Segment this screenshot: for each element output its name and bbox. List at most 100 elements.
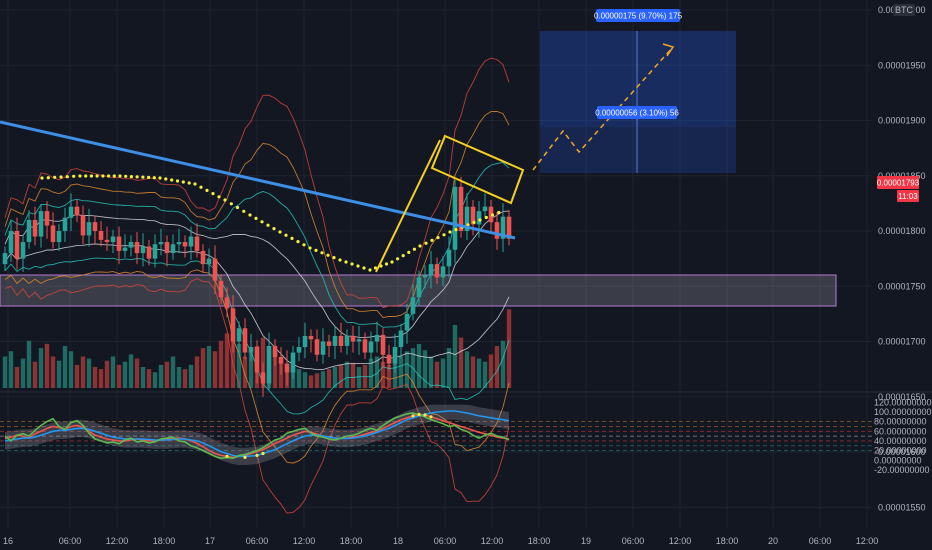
candle-body [116,236,122,251]
volume-bar [170,356,176,388]
candle-body [164,242,170,254]
price-tick-label: 0.00001550 [878,502,926,512]
sar-dot [314,248,318,252]
sar-dot [290,236,294,240]
sar-dot [478,218,482,222]
bull-flag-channel[interactable] [430,134,525,205]
band-3-upper [4,111,510,318]
measure-label-top-text: 0.00000175 (9.70%) 175 [594,12,683,21]
osc-signal-dot [261,451,265,456]
osc-signal-dot [423,413,427,417]
volume-bar [20,358,26,388]
time-tick-label: 18:00 [340,536,363,546]
candle-body [80,215,86,236]
currency-badge-text: BTC [895,5,914,15]
sar-dot [373,266,378,270]
sar-dot [490,213,495,217]
downtrend-line[interactable] [0,120,516,240]
volume-bar [428,356,434,388]
candle-body [392,347,398,364]
candle-body [338,335,344,346]
sar-dot [430,238,434,242]
candle-body [248,347,254,353]
sar-dot [59,175,63,179]
candle-body [20,242,26,259]
volume-bar [218,340,224,388]
volume-bar [176,367,182,388]
volume-bar [476,358,482,388]
candle-body [32,219,38,237]
target-projection[interactable] [532,31,736,173]
volume-bar [242,356,248,388]
sar-dot [135,175,139,179]
volume-bar [158,364,164,388]
candle-body [284,363,290,373]
volume-bar [416,343,422,388]
sar-dot [254,216,258,220]
candle-body [386,354,392,364]
volume-bar [320,371,326,388]
price-axis[interactable]: 0.000020000.000019500.000019000.00001850… [874,5,932,512]
sar-dot [89,174,93,178]
candle-body [506,216,512,239]
measure-label-top[interactable]: 0.00000175 (9.70%) 175 [594,9,683,22]
candle-body [194,236,200,251]
volume-bar [500,340,506,388]
measure-label-mid[interactable]: 0.00000056 (3.10%) 56 [595,106,679,119]
sar-dot [326,253,330,257]
volume-bar [26,340,32,388]
sar-dot [53,175,57,179]
volume-bar [68,351,74,388]
volume-bar [56,360,62,388]
osc-signal-dot [255,453,259,458]
volume-bar [452,325,458,388]
sar-dot [396,257,400,261]
sar-dot [356,264,360,268]
candle-body [206,258,212,265]
sar-dot [260,220,264,224]
sar-dot [338,258,342,262]
candle-body [170,244,176,254]
volume-bar [152,372,158,388]
sar-dot [401,254,405,258]
candle-body [230,308,236,342]
volume-bar [308,375,314,388]
candle-body [14,231,20,259]
candle-body [368,341,374,353]
sar-dot [95,174,99,178]
volume-bar [440,358,446,388]
time-axis[interactable]: 16 06:00 12:00 18:00 17 06:00 12:00 18:00 18 06:0… [3,536,878,546]
sar-dot [466,223,470,227]
sar-dot [424,241,428,245]
candle-body [470,206,476,225]
projected-path [532,46,674,171]
time-tick-label: 18:00 [528,536,551,546]
osc-tick-label: 60.00000000 [874,426,927,436]
flagpole-line[interactable] [375,139,441,273]
candle-body [500,216,506,239]
time-tick-label: 18 [393,536,403,546]
candle-body [242,328,248,353]
target-box[interactable] [540,31,736,173]
volume-bar [344,361,350,388]
candle-body [122,247,128,251]
time-tick-label: 12:00 [856,536,879,546]
candle-body [26,219,32,243]
oscillator-panel [0,404,872,466]
candle-body [44,211,50,226]
candle-body [344,335,350,346]
sar-dot [217,195,221,199]
osc-tick-label: -20.00000000 [874,465,930,475]
band-4-upper [4,57,510,309]
candle-body [68,206,74,218]
trend-drawings[interactable] [0,120,525,273]
candle-body [452,186,458,250]
osc-signal-dot [225,454,229,458]
sar-dot [118,174,122,178]
candle-body [98,231,104,240]
projected-path-arrowhead [662,43,675,57]
volume-bar [434,361,440,388]
sar-dot [158,176,162,180]
currency-badge[interactable]: BTC [893,4,915,16]
